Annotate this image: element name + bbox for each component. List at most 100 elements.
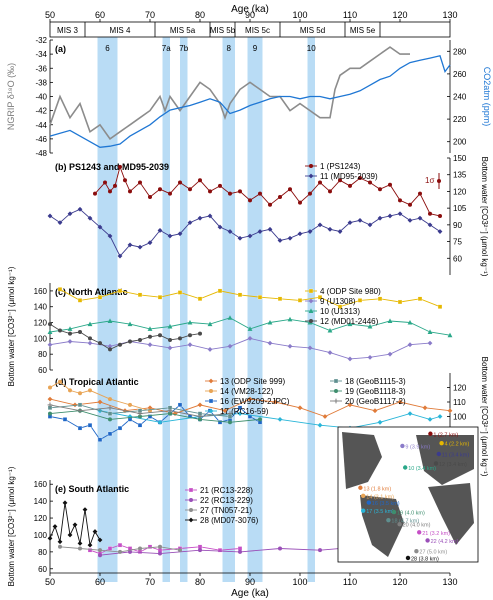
data-point [147, 544, 153, 549]
map-site-label: 9 (3.9 km) [405, 444, 430, 450]
y-axis-label: Bottom water [CO3²⁻] (μmol kg⁻¹) [480, 357, 489, 477]
data-point [77, 298, 83, 303]
map-site-label: 19 (4.0 km) [397, 511, 425, 517]
panel: (b) PS1243 and MD95-2039 60 75 90 105 120 135 1… [47, 154, 489, 277]
data-point [107, 233, 113, 239]
map-site-label: 11 (3.4 km) [442, 453, 470, 459]
y-axis-label: Bottom water [CO3²⁻] (μmol kg⁻¹) [7, 266, 16, 386]
top-axis-tick-label: 120 [392, 10, 407, 20]
map-site-marker [400, 443, 405, 449]
data-point [77, 402, 83, 408]
data-point [197, 215, 203, 221]
map-site-label: 21 (3.2 km) [422, 531, 450, 537]
data-point [138, 414, 142, 419]
map-site-label: 16 (3.5 km) [372, 501, 400, 507]
y-axis-tick-label: 90 [453, 221, 462, 230]
data-point [318, 180, 322, 185]
data-point [88, 388, 92, 393]
data-point [297, 298, 303, 303]
left-axis-tick-label: -40 [35, 93, 47, 102]
bottom-axis-tick-label: 110 [343, 577, 357, 587]
data-point [68, 388, 72, 393]
y-axis-tick-label: 120 [453, 187, 467, 196]
data-point [377, 215, 383, 221]
shaded-interval-label: 8 [227, 44, 232, 53]
data-point [198, 331, 202, 336]
y-axis-tick-label: 140 [34, 303, 48, 312]
data-point [188, 517, 194, 523]
data-point [397, 211, 403, 217]
data-point [77, 206, 83, 212]
data-point [228, 420, 232, 425]
data-point [68, 331, 72, 336]
data-point [407, 218, 413, 223]
data-point [357, 218, 363, 223]
top-age-axis: Age (ka) 50 60 70 80 90 100 110 120 130 [45, 4, 458, 22]
y-axis-tick-label: 105 [453, 204, 467, 213]
data-point [197, 402, 203, 408]
legend-label: 22 (RC13-229) [200, 496, 253, 505]
data-point [397, 299, 403, 305]
data-point [47, 342, 53, 348]
data-point [97, 437, 103, 442]
panel: (c) North Atlantic 60 80 100 120 140 160 Bottom… [7, 266, 453, 386]
legend-label: 14 (VM28-122) [220, 387, 274, 396]
data-point [257, 295, 263, 300]
data-point [87, 215, 93, 221]
legend: 1 (PS1243)11 (MD95-2039) [305, 162, 378, 181]
bottom-axis-tick-label: 130 [442, 577, 457, 587]
data-point [208, 398, 214, 404]
data-point [87, 340, 93, 346]
data-point [78, 391, 82, 396]
data-point [348, 183, 352, 188]
data-point [208, 408, 214, 414]
data-point [407, 319, 413, 325]
data-point [177, 231, 183, 237]
data-point [67, 339, 73, 344]
map-site-label: 20 (4.0 km) [403, 523, 431, 529]
bottom-axis-tick-label: 120 [392, 577, 407, 587]
top-axis-tick-label: 70 [145, 10, 155, 20]
data-point [147, 240, 153, 246]
panel-label: (d) Tropical Atlantic [55, 377, 139, 387]
shaded-intervals: 6 7a 7b 8 9 10 [97, 37, 316, 582]
data-point [218, 183, 222, 188]
data-point [167, 233, 173, 239]
data-point [108, 189, 112, 194]
data-point [427, 340, 433, 346]
top-axis-tick-label: 50 [45, 10, 55, 20]
data-point [158, 544, 162, 549]
data-point [167, 345, 173, 351]
data-point [227, 343, 233, 349]
data-point [98, 341, 102, 346]
data-point [287, 316, 293, 322]
data-point [378, 187, 382, 192]
legend: 4 (ODP Site 980)9 (U1308)10 (U1313)12 (M… [305, 287, 381, 326]
data-point [238, 189, 242, 194]
data-point [108, 397, 112, 402]
data-point [309, 164, 313, 168]
data-point [93, 191, 97, 196]
panel-label: (e) South Atlantic [55, 484, 129, 494]
legend-label: 12 (MD01-2446) [320, 317, 379, 326]
data-point [368, 180, 372, 185]
data-point [288, 187, 292, 192]
legend: 13 (ODP Site 999)14 (VM28-122)16 (EW9209… [205, 377, 406, 416]
data-point [168, 337, 172, 342]
data-point [189, 508, 193, 512]
data-point [47, 329, 53, 335]
shaded-interval-label: 9 [253, 44, 258, 53]
map-site-label: 22 (4.2 km) [431, 539, 459, 545]
data-point [178, 336, 182, 341]
mis-stage-label: MIS 5c [245, 26, 270, 35]
data-point [272, 399, 278, 405]
data-point [127, 414, 133, 419]
y-axis-label: Bottom water [CO3²⁻] (μmol kg⁻¹) [480, 157, 489, 277]
data-point [357, 298, 363, 303]
data-point [397, 399, 403, 405]
right-axis-label: CO2atm (ppm) [482, 67, 492, 127]
data-point [62, 417, 68, 422]
bottom-axis-tick-label: 70 [145, 577, 155, 587]
y-axis-tick-label: 100 [34, 334, 48, 343]
data-point [327, 226, 333, 232]
